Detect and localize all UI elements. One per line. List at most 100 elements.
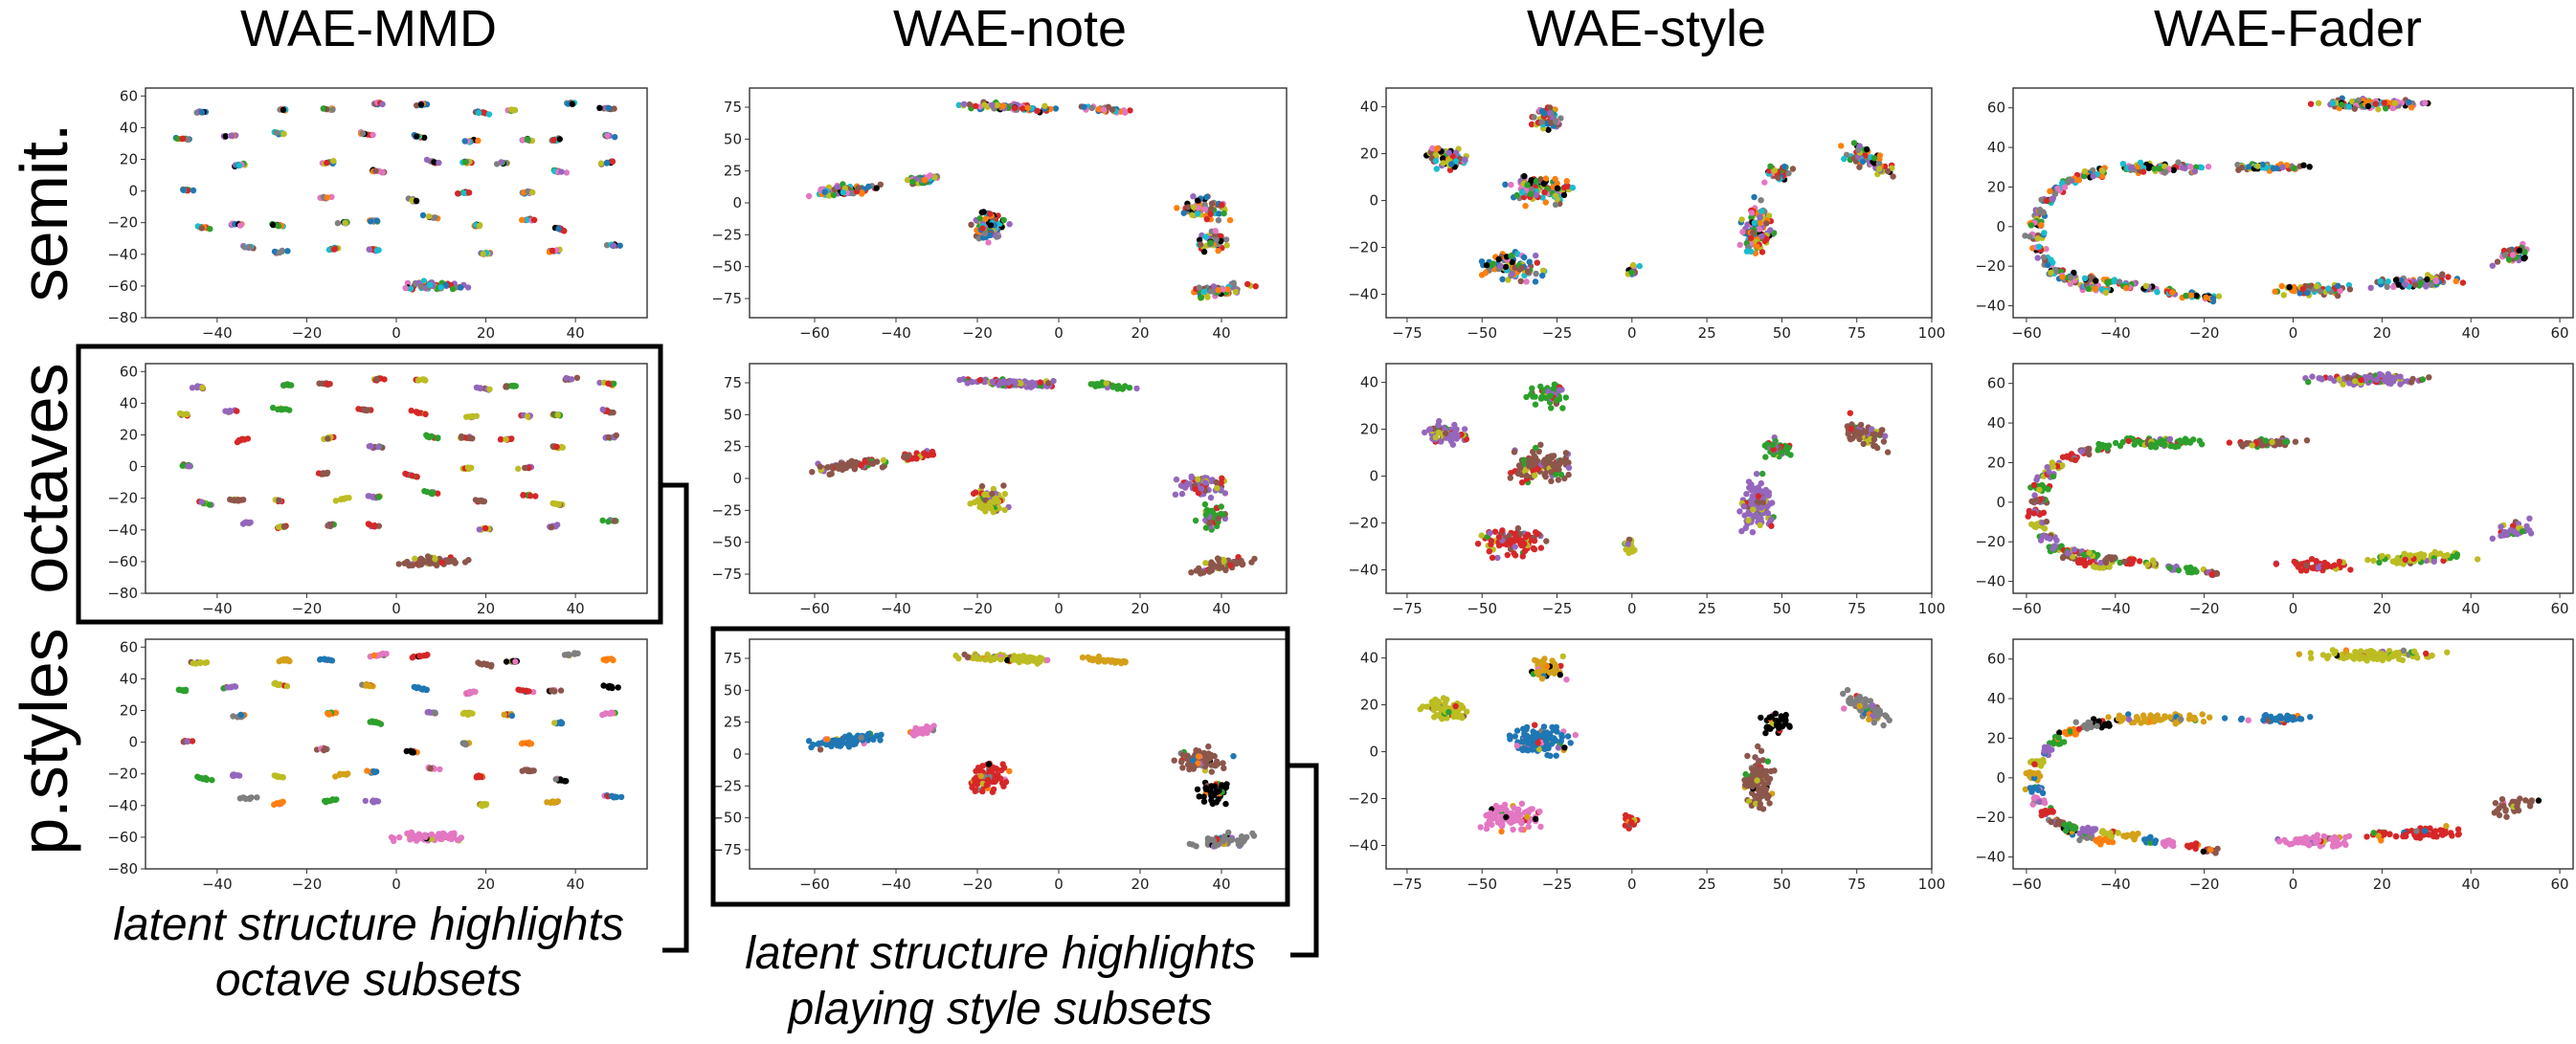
scatter-point xyxy=(2503,531,2511,539)
scatter-point xyxy=(497,436,504,443)
scatter-point xyxy=(2375,106,2382,113)
scatter-point xyxy=(1521,254,1528,261)
scatter-point xyxy=(2166,435,2174,442)
scatter-point xyxy=(279,656,285,663)
scatter-point xyxy=(1762,454,1769,460)
scatter-point xyxy=(568,376,575,383)
y-tick-label: 20 xyxy=(120,701,138,719)
scatter-point xyxy=(981,230,989,237)
y-tick-label: −40 xyxy=(1348,562,1378,579)
scatter-point xyxy=(1447,161,1455,167)
scatter-point xyxy=(355,406,362,412)
scatter-point xyxy=(478,497,485,504)
scatter-point xyxy=(235,162,243,169)
y-tick-label: −20 xyxy=(1975,533,2005,550)
scatter-point xyxy=(460,189,468,196)
scatter-point xyxy=(1738,527,1745,535)
scatter-point xyxy=(955,101,962,109)
scatter-point xyxy=(2526,527,2533,534)
scatter-point xyxy=(452,560,459,566)
scatter-point xyxy=(1208,200,1216,207)
scatter-point xyxy=(1213,478,1220,486)
scatter-point xyxy=(1029,383,1037,389)
y-tick-label: −20 xyxy=(107,490,138,507)
scatter-point xyxy=(480,109,487,116)
scatter-point xyxy=(985,239,992,246)
scatter-point xyxy=(1502,181,1509,188)
scatter-point xyxy=(605,433,613,441)
scatter-point xyxy=(1127,107,1133,114)
scatter-point xyxy=(1526,258,1533,265)
scatter-point xyxy=(1751,219,1758,226)
x-tick-label: 0 xyxy=(1627,600,1637,617)
y-tick-label: 60 xyxy=(1987,375,2005,392)
scatter-point xyxy=(2034,255,2041,261)
scatter-point xyxy=(2313,558,2319,565)
scatter-point xyxy=(2102,442,2110,450)
scatter-point xyxy=(1563,178,1571,185)
scatter-point xyxy=(1521,547,1529,554)
scatter-point xyxy=(1219,202,1225,209)
scatter-point xyxy=(1197,241,1204,248)
scatter-point xyxy=(1875,166,1883,172)
scatter-point xyxy=(2167,443,2175,450)
scatter-point xyxy=(2032,523,2039,531)
scatter-point xyxy=(2041,230,2048,236)
x-tick-label: −60 xyxy=(799,600,830,617)
scatter-point xyxy=(182,686,190,693)
x-tick-label: −40 xyxy=(2100,600,2131,617)
scatter-point xyxy=(370,652,378,658)
x-tick-label: −50 xyxy=(1467,324,1497,342)
y-tick-label: −60 xyxy=(107,553,138,570)
scatter-point xyxy=(616,242,623,249)
scatter-point xyxy=(834,184,841,190)
scatter-point xyxy=(1538,393,1545,400)
scatter-point xyxy=(605,104,613,112)
scatter-point xyxy=(1533,252,1539,259)
scatter-point xyxy=(2347,566,2354,573)
x-tick-label: 0 xyxy=(392,324,401,342)
x-tick-label: −50 xyxy=(1467,600,1497,617)
scatter-point xyxy=(280,106,287,114)
scatter-point xyxy=(1757,213,1763,220)
scatter-point xyxy=(1531,114,1537,121)
y-tick-label: 60 xyxy=(1987,100,2005,117)
scatter-point xyxy=(283,406,290,412)
scatter-point xyxy=(434,562,440,569)
scatter-point xyxy=(1628,269,1635,276)
row-label-pstyles: p.styles xyxy=(7,628,81,855)
scatter-point xyxy=(2125,437,2132,445)
scatter-point xyxy=(1523,278,1530,285)
scatter-point xyxy=(485,111,493,118)
scatter-point xyxy=(2318,376,2325,383)
scatter-point xyxy=(2408,552,2414,559)
scatter-point xyxy=(1497,262,1504,269)
scatter-point xyxy=(190,187,197,194)
scatter-point xyxy=(373,217,381,224)
scatter-point xyxy=(2093,564,2099,570)
scatter-point xyxy=(1528,121,1535,128)
scatter-point xyxy=(334,220,342,227)
scatter-point xyxy=(246,244,254,251)
scatter-point xyxy=(877,181,884,188)
scatter-point xyxy=(1539,272,1546,279)
scatter-point xyxy=(2175,159,2182,166)
scatter-point xyxy=(1527,190,1534,197)
y-tick-label: 20 xyxy=(1987,178,2005,195)
scatter-point xyxy=(375,443,382,451)
y-tick-label: −20 xyxy=(1975,257,2005,275)
scatter-point xyxy=(968,221,974,228)
scatter-point xyxy=(1537,441,1544,448)
x-tick-label: 25 xyxy=(1698,324,1716,342)
x-tick-label: 20 xyxy=(1131,600,1149,617)
scatter-point xyxy=(2270,166,2277,172)
scatter-point xyxy=(2419,376,2427,383)
y-tick-label: −40 xyxy=(107,522,138,539)
scatter-point xyxy=(1508,181,1514,189)
scatter-point xyxy=(1095,106,1103,113)
scatter-point xyxy=(1523,472,1531,479)
scatter-point xyxy=(512,658,519,665)
scatter-point xyxy=(1841,155,1848,163)
scatter-point xyxy=(2315,565,2322,571)
